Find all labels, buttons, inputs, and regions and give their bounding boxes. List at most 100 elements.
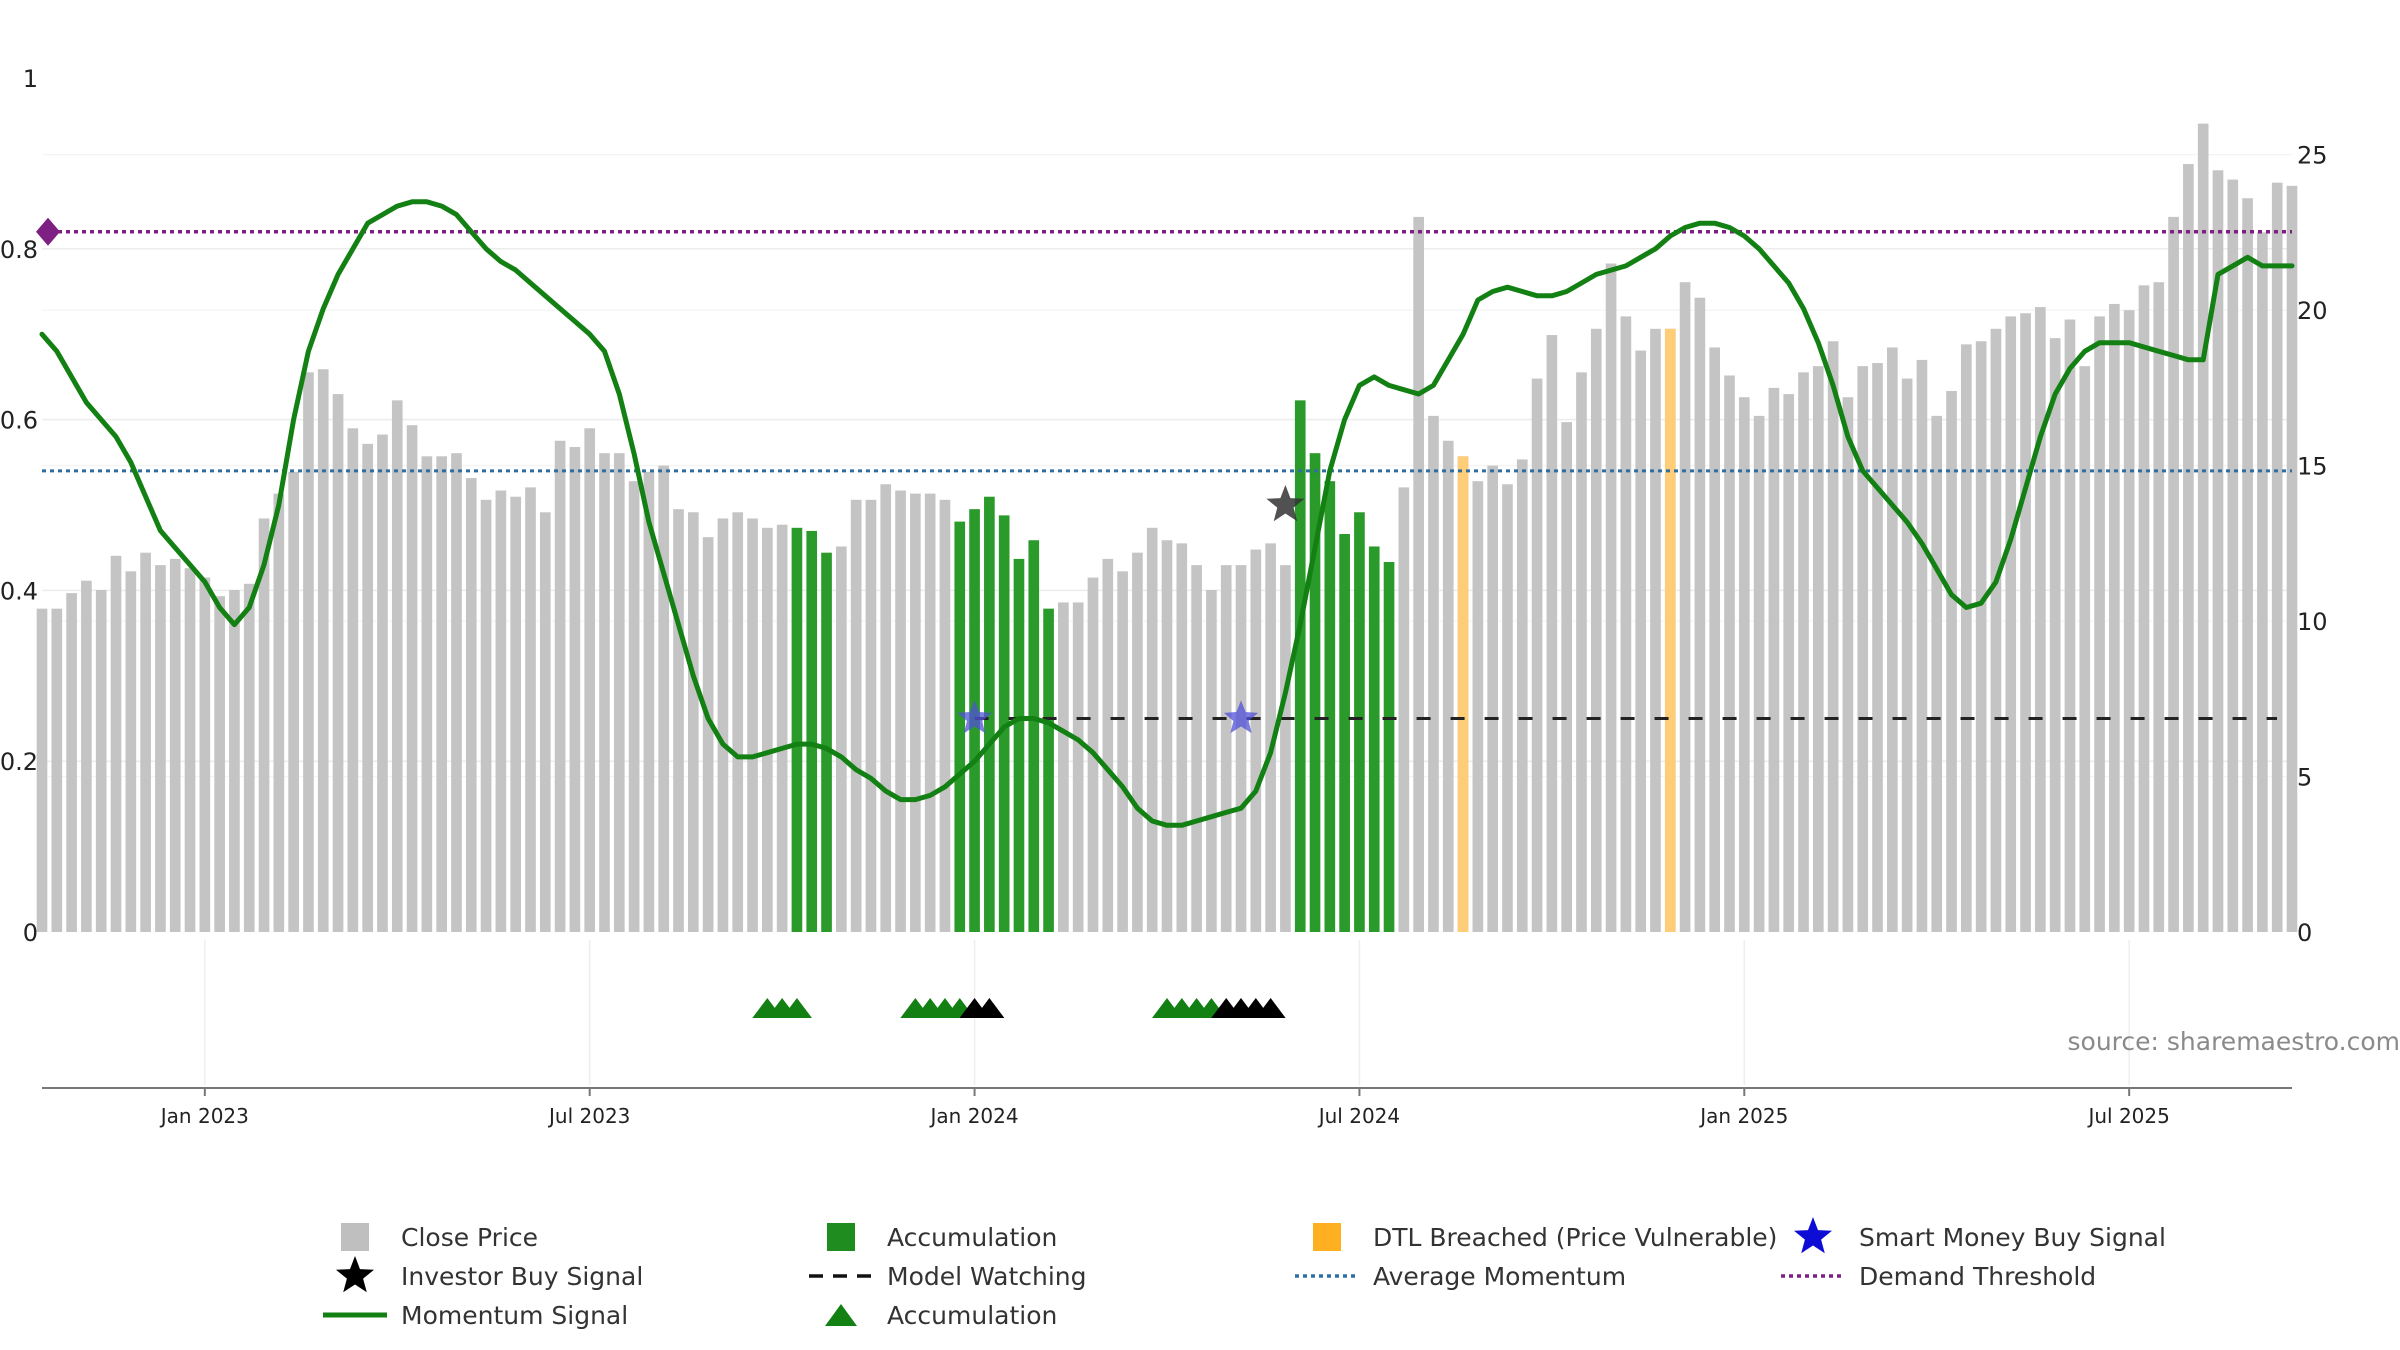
- accumulation-bar: [821, 552, 832, 932]
- close-price-bar: [169, 558, 181, 932]
- close-price-bar: [347, 428, 359, 932]
- close-price-bar: [836, 546, 847, 932]
- legend-item: Accumulation: [827, 1223, 1057, 1252]
- close-price-bar: [687, 512, 699, 932]
- legend: Close Price Accumulation DTL Breached (Pri…: [323, 1217, 2166, 1330]
- x-tick-label: Jul 2025: [2086, 1104, 2169, 1128]
- accumulation-bar: [1028, 540, 1040, 932]
- close-price-bar: [2168, 216, 2179, 932]
- close-price-bar: [776, 524, 788, 932]
- close-price-bar: [539, 512, 551, 932]
- close-price-bar: [362, 443, 373, 932]
- accumulation-markers-row: [752, 998, 1286, 1018]
- legend-item: Accumulation: [825, 1301, 1057, 1330]
- accumulation-marker-green: [781, 998, 812, 1018]
- close-price-bar: [939, 499, 951, 932]
- x-tick-label: Jan 2025: [1698, 1104, 1788, 1128]
- close-price-bar: [2242, 198, 2253, 932]
- momentum-signal-line: [39, 199, 2295, 828]
- close-price-bar: [2153, 282, 2165, 933]
- close-price-bar: [1975, 341, 1987, 932]
- close-price-bar: [2183, 164, 2194, 933]
- accumulation-bar: [1354, 512, 1365, 932]
- close-price-bar: [1472, 481, 1484, 932]
- legend-label: Average Momentum: [1373, 1262, 1626, 1291]
- close-price-bar: [1250, 549, 1262, 932]
- close-price-bar: [1561, 422, 1572, 932]
- close-price-bar: [1798, 372, 1809, 932]
- close-price-bar: [51, 608, 63, 932]
- close-price-bar: [1516, 459, 1528, 932]
- close-price-bar: [66, 593, 77, 932]
- close-price-bar: [569, 446, 581, 932]
- close-price-bar: [155, 565, 166, 932]
- close-price-bar: [110, 555, 122, 932]
- close-price-bar: [184, 568, 196, 932]
- investor-buy-star: [1266, 485, 1305, 522]
- close-price-bar: [1961, 344, 1972, 932]
- accumulation-bar: [1324, 481, 1336, 932]
- accumulation-marker-black: [974, 998, 1005, 1018]
- right-axis-tick-label: 10: [2297, 608, 2328, 636]
- close-price-bar: [1072, 602, 1084, 932]
- close-price-bar: [1901, 378, 1913, 933]
- legend-label: Smart Money Buy Signal: [1859, 1223, 2166, 1252]
- left-axis-tick-label: 0.2: [0, 748, 38, 776]
- close-price-bar: [332, 394, 344, 933]
- close-price-bar: [1102, 558, 1114, 932]
- close-price-bar: [229, 589, 240, 932]
- right-axis-tick-label: 25: [2297, 142, 2328, 170]
- left-axis-tick-label: 0.8: [0, 236, 38, 264]
- close-price-bar: [2005, 316, 2017, 932]
- close-price-bar: [2020, 313, 2031, 932]
- close-price-bar: [924, 493, 936, 932]
- close-price-bar: [1887, 347, 1898, 932]
- close-price-bar: [2079, 366, 2091, 933]
- close-price-bar: [1812, 366, 1824, 933]
- close-price-bar: [1635, 350, 1647, 933]
- close-price-bar: [1442, 440, 1454, 932]
- legend-label: Investor Buy Signal: [401, 1262, 643, 1291]
- x-tick-label: Jan 2024: [929, 1104, 1019, 1128]
- close-price-bar: [584, 428, 596, 932]
- close-price-bar: [643, 471, 655, 932]
- close-price-bar: [880, 484, 892, 932]
- close-price-bar: [2123, 310, 2135, 933]
- legend-item: Momentum Signal: [323, 1301, 628, 1330]
- close-price-bar: [1428, 415, 1439, 932]
- price-bars: [36, 123, 2298, 933]
- close-price-bar: [1827, 341, 1839, 932]
- close-price-bar: [436, 456, 447, 932]
- close-price-bar: [2109, 303, 2120, 932]
- close-price-bar: [1916, 359, 1928, 932]
- left-axis-tick-label: 0.4: [0, 577, 38, 605]
- legend-item: DTL Breached (Price Vulnerable): [1313, 1223, 1777, 1252]
- close-price-bar: [895, 490, 906, 932]
- close-price-bar: [1738, 397, 1750, 932]
- demand-threshold-diamond: [36, 217, 60, 246]
- legend-swatch-accumulation: [827, 1223, 855, 1251]
- close-price-bar: [81, 580, 92, 932]
- x-tick-label: Jul 2024: [1317, 1104, 1400, 1128]
- close-price-bar: [702, 537, 714, 932]
- accumulation-bar: [1043, 608, 1054, 932]
- close-price-bar: [1753, 415, 1765, 932]
- close-price-bar: [36, 608, 48, 932]
- close-price-bar: [1117, 571, 1128, 932]
- close-price-bar: [199, 577, 211, 932]
- close-price-bar: [1931, 415, 1943, 932]
- close-price-bar: [377, 434, 388, 932]
- close-price-bar: [1946, 391, 1957, 932]
- dtl-breached-bar: [1664, 328, 1676, 932]
- accumulation-bar: [1294, 400, 1306, 932]
- close-price-bar: [1724, 375, 1735, 932]
- close-price-bar: [273, 493, 285, 932]
- close-price-bar: [1235, 565, 1247, 932]
- close-price-bar: [910, 493, 921, 932]
- close-price-bar: [732, 512, 744, 932]
- close-price-bar: [1620, 316, 1632, 932]
- legend-label: DTL Breached (Price Vulnerable): [1373, 1223, 1777, 1252]
- signal-markers: [957, 485, 1305, 734]
- close-price-bar: [1487, 465, 1498, 932]
